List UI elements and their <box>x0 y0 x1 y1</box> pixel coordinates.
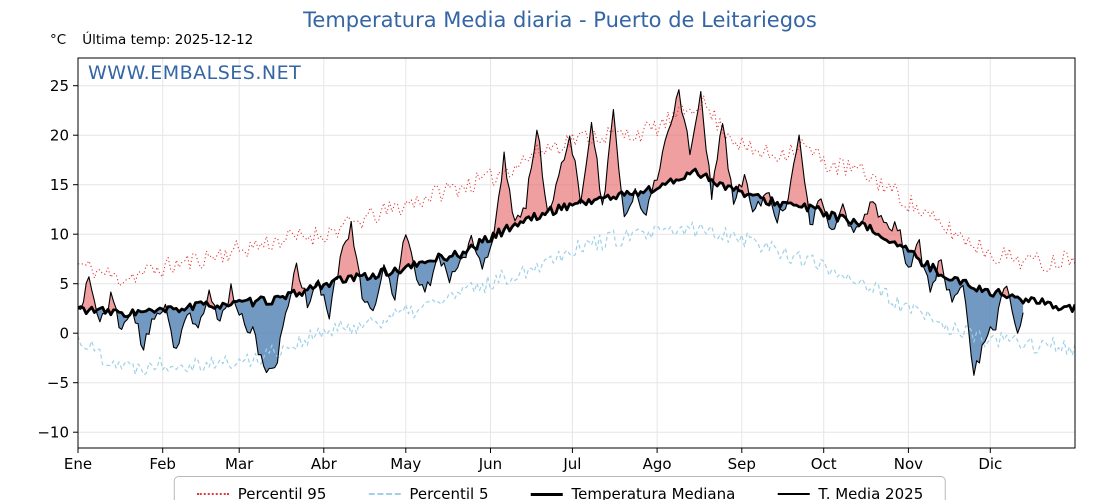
svg-text:5: 5 <box>59 275 69 293</box>
legend-item-mediana: Temperatura Mediana <box>530 485 735 500</box>
legend-label-percentil-95: Percentil 95 <box>237 485 327 500</box>
svg-text:10: 10 <box>50 226 69 244</box>
svg-text:Feb: Feb <box>149 455 176 473</box>
percentil-95-line-icon <box>196 493 229 495</box>
svg-text:25: 25 <box>50 77 69 95</box>
page-title: Temperatura Media diaria - Puerto de Lei… <box>303 8 817 32</box>
svg-text:−10: −10 <box>37 424 69 442</box>
svg-text:Nov: Nov <box>894 455 923 473</box>
svg-text:Oct: Oct <box>811 455 837 473</box>
svg-text:−5: −5 <box>47 374 69 392</box>
svg-text:Sep: Sep <box>728 455 756 473</box>
legend-item-percentil-95: Percentil 95 <box>196 485 327 500</box>
svg-text:20: 20 <box>50 127 69 145</box>
t-media-2025-line-icon <box>777 493 810 495</box>
mediana-line-icon <box>530 492 563 496</box>
svg-text:Abr: Abr <box>311 455 338 473</box>
legend-label-t-media-2025: T. Media 2025 <box>818 485 924 500</box>
percentil-5-line-icon <box>368 493 401 495</box>
watermark: WWW.EMBALSES.NET <box>88 62 302 84</box>
svg-text:Ene: Ene <box>64 455 92 473</box>
last-temp-label: Última temp: 2025-12-12 <box>82 32 254 48</box>
legend-label-mediana: Temperatura Mediana <box>571 485 736 500</box>
chart-legend: Percentil 95 Percentil 5 Temperatura Med… <box>173 476 947 500</box>
chart-subtitle: °C Última temp: 2025-12-12 <box>50 32 253 48</box>
svg-text:15: 15 <box>50 176 69 194</box>
svg-text:May: May <box>390 455 421 473</box>
legend-item-percentil-5: Percentil 5 <box>368 485 488 500</box>
svg-text:0: 0 <box>59 325 69 343</box>
svg-text:Jul: Jul <box>562 455 581 473</box>
svg-text:Jun: Jun <box>478 455 502 473</box>
units-label: °C <box>50 32 67 48</box>
svg-text:Mar: Mar <box>225 455 254 473</box>
svg-text:Dic: Dic <box>978 455 1002 473</box>
legend-label-percentil-5: Percentil 5 <box>409 485 489 500</box>
svg-text:Ago: Ago <box>643 455 672 473</box>
legend-item-t-media-2025: T. Media 2025 <box>777 485 923 500</box>
